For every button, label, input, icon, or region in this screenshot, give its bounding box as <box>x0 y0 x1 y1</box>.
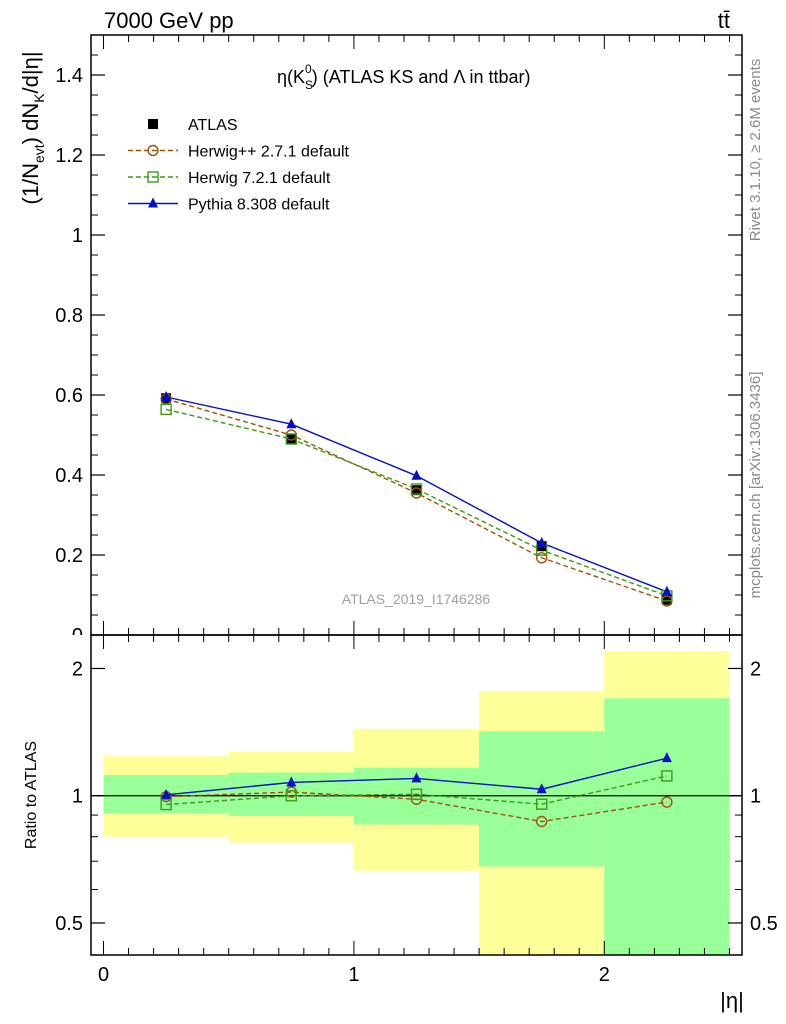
analysis-id-label: ATLAS_2019_I1746286 <box>342 591 491 607</box>
data-point-herwig7 <box>410 483 423 495</box>
x-axis-label: |η| <box>720 988 744 1013</box>
main-y-tick-label: 1 <box>72 225 83 247</box>
ratio-y-tick-label: 0.5 <box>55 913 83 935</box>
uncertainty-band-stat <box>604 698 730 955</box>
main-y-tick-label: 0.2 <box>55 545 83 567</box>
energy-label: 7000 GeV pp <box>104 8 234 33</box>
data-point-herwig7 <box>410 788 423 800</box>
data-point-atlas <box>661 594 672 605</box>
data-point-pythia <box>161 391 172 401</box>
x-tick-label: 0 <box>98 964 109 986</box>
data-point-pythia <box>536 783 547 794</box>
rivet-info-label: Rivet 3.1.10, ≥ 2.6M events <box>747 59 764 242</box>
data-point-pythia <box>411 772 422 783</box>
series-line-2 <box>165 408 668 597</box>
data-point-herwigpp <box>535 815 548 828</box>
ratio-y-tick-label: 2 <box>72 658 83 680</box>
data-point-herwig7 <box>147 171 159 183</box>
ratio-y-tick-label: 1 <box>72 786 83 808</box>
data-point-herwig7 <box>661 770 673 782</box>
data-point-atlas <box>148 119 158 129</box>
ratio-frame <box>90 634 743 956</box>
data-point-pythia <box>536 537 547 547</box>
data-point-atlas <box>411 485 422 496</box>
main-y-tick-label: 1.4 <box>55 65 83 87</box>
data-point-herwigpp <box>535 552 548 564</box>
main-y-tick-label: 0.8 <box>55 305 83 327</box>
x-tick-label: 1 <box>348 964 359 986</box>
ratio-y-tick-label-right: 2 <box>750 658 761 680</box>
series-line-1 <box>165 398 668 602</box>
legend-label: Herwig 7.2.1 default <box>188 170 331 187</box>
data-point-pythia <box>161 788 172 799</box>
data-point-herwigpp <box>661 796 673 808</box>
data-point-herwig7 <box>285 790 298 802</box>
data-point-pythia <box>148 197 158 208</box>
process-label: tt̄ <box>718 8 730 33</box>
ratio-y-tick-label-right: 1 <box>750 786 761 808</box>
data-point-pythia <box>286 418 297 429</box>
legend-label: Herwig++ 2.7.1 default <box>188 144 350 161</box>
chart-title: η(KS0) (ATLAS KS and Λ in ttbar) <box>277 62 531 92</box>
main-y-axis-label: (1/Nevt) dNK/d|η| <box>18 51 47 204</box>
data-point-pythia <box>661 752 672 763</box>
data-point-herwig7 <box>535 798 548 810</box>
data-point-herwigpp <box>147 144 159 157</box>
main-zero-label-mask <box>60 635 88 649</box>
legend-label: Pythia 8.308 default <box>188 197 330 214</box>
data-point-pythia <box>286 776 297 787</box>
ratio-line-2 <box>166 775 668 806</box>
mcplots-info-label: mcplots.cern.ch [arXiv:1306.3436] <box>747 372 764 599</box>
main-y-tick-label: 1.2 <box>55 145 83 167</box>
main-panel: 0.20.40.60.811.21.40 η(KS0) (ATLAS KS an… <box>18 34 743 649</box>
legend: ATLAS Herwig++ 2.7.1 default Herwig 7.2.1 … <box>128 117 350 214</box>
main-y-tick-label: 0.6 <box>55 385 83 407</box>
data-point-herwig7 <box>160 798 172 811</box>
ratio-panel: 0.5 0.5 1 1 2 2 0 1 2 Ratio to ATLAS |η| <box>23 634 778 1013</box>
data-point-atlas <box>286 434 297 444</box>
x-tick-label: 2 <box>599 964 610 986</box>
data-point-herwig7 <box>160 403 172 416</box>
ratio-y-axis-label: Ratio to ATLAS <box>23 741 40 849</box>
legend-label: ATLAS <box>188 117 238 134</box>
ratio-y-tick-label-right: 0.5 <box>750 913 778 935</box>
data-point-pythia <box>411 469 422 480</box>
main-y-tick-label: 0.4 <box>55 465 83 487</box>
data-point-herwig7 <box>285 433 298 445</box>
data-point-pythia <box>661 585 672 596</box>
